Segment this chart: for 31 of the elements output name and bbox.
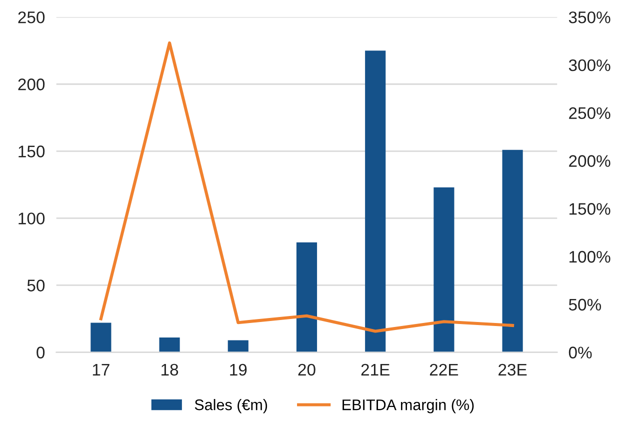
y-tick-label: 150 [18,146,45,158]
y2-tick-label: 100% [570,250,610,263]
bar [159,338,180,352]
y2-tick-label: 250% [569,107,610,120]
y2-tick-label: 300% [568,59,610,72]
x-tick-label: 23E [498,364,527,376]
x-tick-label: 20 [298,364,316,376]
y2-tick-label: 0% [568,346,592,358]
y2-tick-label: 50% [568,298,602,311]
bar [228,340,248,352]
bar [296,242,318,352]
bar [365,50,386,352]
legend-label: EBITDA margin (%) [342,399,474,414]
y-tick-label: 250 [18,11,45,24]
x-tick-label: 22E [430,364,458,376]
x-tick-label: 17 [92,364,110,376]
y-tick-label: 200 [18,78,45,90]
y-tick-label: 100 [18,212,45,224]
y-tick-label: 0 [36,346,45,358]
y2-tick-label: 150% [570,203,610,215]
x-tick-label: 18 [162,364,178,376]
y2-tick-label: 350% [568,11,610,24]
bar [90,322,112,352]
bar [434,187,454,352]
legend-label: Sales (€m) [194,399,268,414]
y2-tick-label: 200% [569,155,610,167]
y-tick-label: 50 [27,280,45,292]
x-tick-label: 19 [230,364,247,376]
x-tick-label: 21E [361,364,390,376]
line-series [99,41,514,333]
bar [502,150,523,352]
